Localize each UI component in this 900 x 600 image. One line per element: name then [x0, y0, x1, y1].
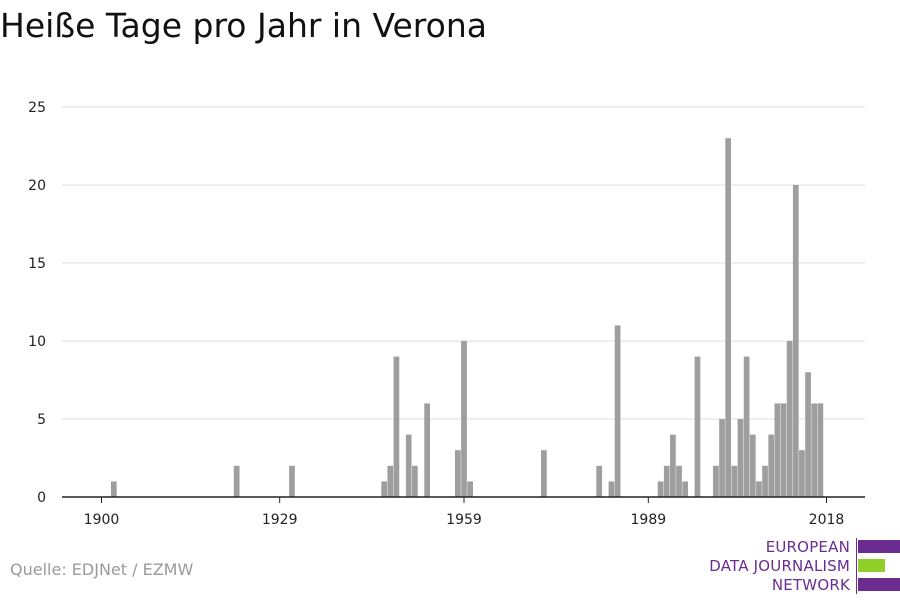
bar	[805, 372, 811, 497]
y-tick-label: 0	[37, 490, 46, 506]
logo-line-3: NETWORK	[771, 576, 850, 594]
bar	[719, 419, 725, 497]
y-tick-label: 10	[28, 334, 46, 350]
x-tick-label: 1929	[262, 512, 298, 528]
bars	[110, 138, 824, 497]
bar	[233, 465, 240, 497]
bar	[411, 465, 418, 497]
bar	[774, 403, 781, 497]
source-note: Quelle: EDJNet / EZMW	[10, 560, 194, 579]
x-tick-label: 1959	[446, 512, 482, 528]
edjnet-logo[interactable]: EUROPEAN DATA JOURNALISM NETWORK	[700, 538, 900, 594]
bar	[713, 465, 719, 497]
y-tick-label: 25	[28, 100, 46, 116]
bar	[289, 465, 295, 497]
y-tick-label: 15	[28, 256, 46, 272]
bar	[596, 465, 603, 497]
bar	[725, 138, 732, 497]
bar	[387, 465, 394, 497]
bar	[393, 356, 400, 497]
logo-line-1: EUROPEAN	[765, 538, 850, 556]
x-axis: 1900 1929 1959 1989 2018	[62, 496, 865, 528]
bar	[792, 185, 799, 497]
y-tick-label: 20	[28, 178, 46, 194]
bar	[608, 481, 615, 497]
x-tick-label: 1989	[631, 512, 667, 528]
bar	[657, 481, 664, 497]
bar	[743, 356, 750, 497]
bar	[461, 341, 467, 497]
bar	[762, 465, 768, 497]
x-tick-label: 1900	[84, 512, 120, 528]
bar	[467, 481, 474, 497]
bar	[811, 403, 818, 497]
bar	[749, 434, 756, 497]
bar	[454, 450, 461, 497]
bar	[786, 341, 793, 497]
bar	[670, 434, 676, 497]
bar	[780, 403, 787, 497]
bar	[110, 481, 117, 497]
logo-bar-purple-top	[858, 540, 900, 553]
bar	[614, 325, 621, 497]
bar	[676, 465, 682, 497]
logo-divider	[856, 538, 857, 594]
logo-bar-green	[858, 559, 885, 572]
bar	[694, 356, 701, 497]
bar	[663, 465, 670, 497]
bar	[768, 434, 775, 497]
bar	[737, 419, 744, 497]
bar	[799, 450, 805, 497]
y-tick-label: 5	[37, 412, 46, 428]
bar	[817, 403, 824, 497]
bar	[381, 481, 387, 497]
bar	[541, 450, 547, 497]
bar	[424, 403, 430, 497]
logo-line-2: DATA JOURNALISM	[709, 557, 850, 575]
bar	[756, 481, 762, 497]
bar	[682, 481, 689, 497]
x-tick-label: 2018	[809, 512, 845, 528]
y-axis-ticks: 0 5 10 15 20 25	[28, 100, 46, 506]
logo-bar-purple-bottom	[858, 578, 900, 591]
bar	[731, 465, 738, 497]
chart-title: Heiße Tage pro Jahr in Verona	[0, 6, 487, 45]
bar	[405, 434, 412, 497]
